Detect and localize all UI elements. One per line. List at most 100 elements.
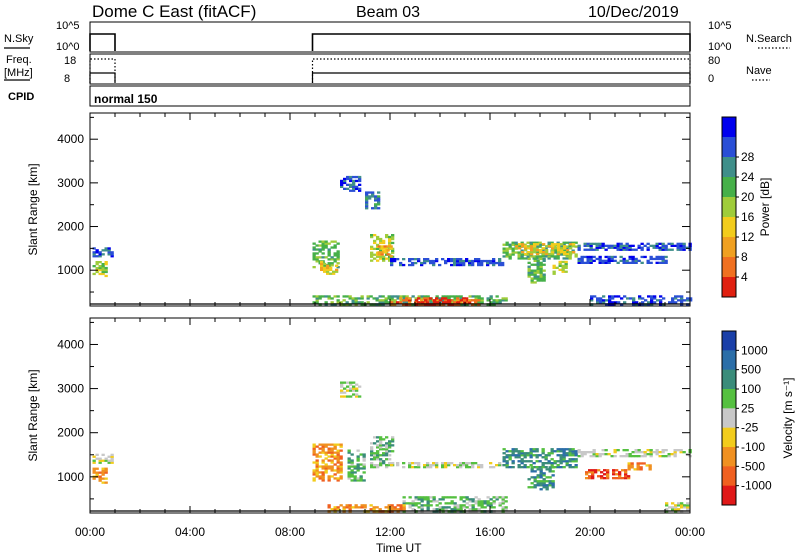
data-cell (453, 258, 457, 261)
data-cell (593, 295, 597, 298)
data-cell (686, 297, 690, 300)
data-cell (553, 450, 557, 453)
freq-unit-label: [MHz] (4, 67, 33, 79)
data-cell (535, 257, 539, 260)
data-cell (377, 191, 381, 194)
data-cell (414, 498, 418, 501)
data-cell (349, 185, 353, 188)
data-cell (318, 240, 322, 243)
data-cell (536, 275, 540, 278)
data-cell (312, 461, 316, 464)
data-cell (542, 277, 546, 280)
data-cell (619, 255, 623, 259)
data-cell (622, 257, 626, 261)
data-cell (628, 257, 632, 261)
data-cell (619, 246, 623, 249)
data-cell (664, 455, 668, 458)
data-cell (520, 460, 524, 463)
data-cell (682, 242, 686, 245)
data-cell (508, 466, 512, 469)
data-cell (604, 244, 608, 247)
data-cell (640, 451, 644, 454)
data-cell (682, 244, 686, 247)
data-cell (526, 241, 530, 244)
data-cell (679, 451, 683, 454)
scatter-region (92, 453, 114, 464)
data-cell (426, 508, 430, 511)
data-cell (368, 195, 372, 198)
data-cell (459, 508, 463, 511)
data-cell (363, 504, 367, 507)
data-cell (327, 459, 331, 462)
nave-trace (89, 58, 691, 83)
data-cell (378, 301, 382, 304)
data-cell (356, 469, 360, 472)
data-cell (414, 261, 418, 265)
data-cell (350, 459, 354, 462)
data-cell (565, 241, 569, 244)
data-cell (527, 267, 531, 270)
data-cell (98, 253, 102, 256)
data-cell (391, 450, 395, 453)
data-cell (465, 301, 469, 304)
data-cell (388, 462, 392, 465)
data-cell (335, 268, 339, 271)
data-cell (480, 506, 484, 509)
data-cell (101, 469, 105, 472)
data-cell (438, 506, 442, 509)
data-cell (95, 251, 99, 254)
data-cell (388, 454, 392, 457)
data-cell (98, 266, 102, 270)
data-cell (388, 442, 392, 445)
data-cell (352, 179, 356, 183)
data-cell (101, 477, 105, 480)
data-cell (107, 455, 111, 458)
data-cell (532, 462, 536, 465)
nave-label: Nave (746, 65, 772, 77)
data-cell (474, 259, 478, 263)
data-cell (592, 451, 596, 454)
data-cell (321, 477, 325, 480)
data-cell (559, 253, 563, 256)
data-cell (539, 480, 543, 483)
data-cell (321, 471, 325, 474)
data-cell (670, 244, 674, 247)
data-cell (468, 508, 472, 511)
colorbar-frame (721, 116, 737, 298)
data-cell (550, 255, 554, 258)
data-cell (486, 263, 490, 267)
data-cell (577, 246, 581, 249)
data-cell (556, 454, 560, 457)
data-cell (536, 482, 540, 485)
data-cell (402, 301, 406, 304)
data-cell (511, 253, 515, 256)
data-cell (396, 297, 400, 300)
data-cell (315, 469, 319, 472)
data-cell (508, 454, 512, 457)
data-cell (379, 460, 383, 463)
data-cell (426, 299, 430, 302)
data-cell (671, 297, 675, 300)
data-cell (356, 459, 360, 462)
data-cell (384, 297, 388, 300)
data-cell (349, 383, 353, 386)
data-cell (370, 454, 374, 457)
data-cell (101, 265, 105, 268)
data-cell (390, 299, 394, 302)
data-cell (414, 502, 418, 505)
data-cell (343, 391, 347, 394)
data-cell (527, 486, 531, 489)
data-cell (101, 453, 105, 456)
data-cell (349, 395, 353, 398)
data-cell (423, 496, 427, 499)
data-cell (563, 251, 567, 254)
data-cell (396, 301, 400, 304)
data-cell (453, 464, 457, 467)
data-cell (598, 453, 602, 456)
data-cell (603, 473, 607, 476)
nave-tick-bottom: 0 (708, 73, 714, 85)
data-cell (444, 462, 448, 465)
data-cell (471, 295, 475, 298)
data-cell (514, 241, 518, 244)
data-cell (592, 453, 596, 456)
